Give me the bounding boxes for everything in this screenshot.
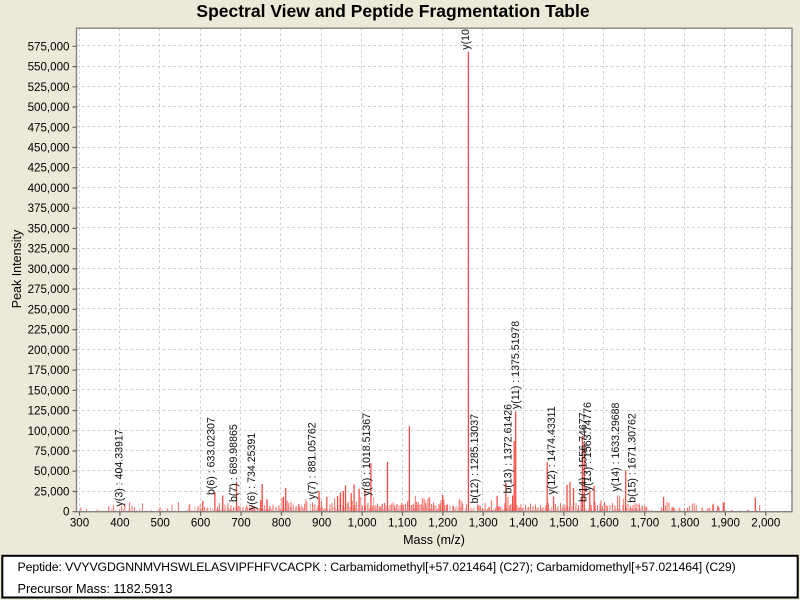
svg-text:275,000: 275,000 [28, 283, 70, 296]
svg-text:800: 800 [272, 517, 291, 530]
svg-text:175,000: 175,000 [28, 364, 70, 377]
svg-text:y(12) : 1474.43311: y(12) : 1474.43311 [546, 406, 558, 494]
svg-text:1,000: 1,000 [348, 517, 377, 530]
svg-text:550,000: 550,000 [28, 61, 70, 74]
svg-text:225,000: 225,000 [28, 324, 70, 337]
svg-text:2,000: 2,000 [751, 517, 780, 530]
svg-text:Peptide: VVYVGDGNNMVHSWLELASVI: Peptide: VVYVGDGNNMVHSWLELASVIPFHFVCACPK… [18, 560, 736, 574]
svg-text:300: 300 [70, 517, 89, 530]
svg-text:525,000: 525,000 [28, 81, 70, 94]
svg-text:b(6) : 633.02307: b(6) : 633.02307 [206, 417, 218, 495]
svg-text:350,000: 350,000 [28, 222, 70, 235]
svg-text:b(12) : 1285.13037: b(12) : 1285.13037 [469, 414, 481, 504]
svg-text:Peak Intensity: Peak Intensity [10, 229, 24, 308]
svg-text:700: 700 [231, 517, 250, 530]
svg-text:100,000: 100,000 [28, 425, 70, 438]
svg-text:Precursor Mass: 1182.5913: Precursor Mass: 1182.5913 [18, 582, 173, 596]
svg-text:b(14) : 1556.74677: b(14) : 1556.74677 [578, 412, 590, 502]
svg-text:500: 500 [151, 517, 170, 530]
svg-text:1,300: 1,300 [469, 517, 498, 530]
svg-text:900: 900 [312, 517, 331, 530]
svg-text:250,000: 250,000 [28, 303, 70, 316]
svg-text:1,600: 1,600 [590, 517, 619, 530]
svg-text:1,900: 1,900 [711, 517, 740, 530]
svg-text:450,000: 450,000 [28, 142, 70, 155]
svg-text:0: 0 [63, 506, 69, 519]
svg-text:1,200: 1,200 [428, 517, 457, 530]
svg-text:425,000: 425,000 [28, 162, 70, 175]
svg-text:400,000: 400,000 [28, 182, 70, 195]
svg-text:y(14) : 1633.29688: y(14) : 1633.29688 [610, 402, 622, 491]
svg-text:300,000: 300,000 [28, 263, 70, 276]
svg-text:b(15) : 1671.30762: b(15) : 1671.30762 [627, 413, 639, 503]
svg-text:y(8) : 1018.51367: y(8) : 1018.51367 [361, 413, 373, 496]
svg-text:325,000: 325,000 [28, 243, 70, 256]
svg-text:b(7) : 689.98865: b(7) : 689.98865 [228, 424, 240, 502]
svg-text:575,000: 575,000 [28, 40, 70, 53]
svg-text:y(3) : 404.33917: y(3) : 404.33917 [113, 429, 125, 506]
svg-text:150,000: 150,000 [28, 384, 70, 397]
svg-text:1,100: 1,100 [388, 517, 417, 530]
svg-text:y(11) : 1375.51978: y(11) : 1375.51978 [510, 321, 522, 409]
svg-text:y(10) : 1265.63928: y(10) : 1265.63928 [460, 0, 472, 50]
svg-text:y(6) : 734.25391: y(6) : 734.25391 [246, 433, 258, 510]
svg-text:b(13) : 1372.61426: b(13) : 1372.61426 [503, 404, 515, 494]
svg-text:y(7) : 881.05762: y(7) : 881.05762 [307, 422, 319, 499]
svg-text:200,000: 200,000 [28, 344, 70, 357]
svg-text:125,000: 125,000 [28, 405, 70, 418]
svg-text:75,000: 75,000 [34, 445, 69, 458]
svg-text:50,000: 50,000 [34, 465, 69, 478]
svg-text:475,000: 475,000 [28, 121, 70, 134]
svg-text:y(13) : 1563.74776: y(13) : 1563.74776 [582, 402, 594, 491]
svg-text:1,400: 1,400 [509, 517, 538, 530]
svg-text:1,700: 1,700 [630, 517, 659, 530]
svg-text:1,500: 1,500 [549, 517, 578, 530]
svg-text:375,000: 375,000 [28, 202, 70, 215]
svg-text:25,000: 25,000 [34, 486, 69, 499]
svg-text:Spectral View and Peptide Frag: Spectral View and Peptide Fragmentation … [196, 1, 589, 21]
svg-text:600: 600 [191, 517, 210, 530]
svg-text:500,000: 500,000 [28, 101, 70, 114]
svg-text:Mass (m/z): Mass (m/z) [403, 533, 465, 547]
svg-text:400: 400 [110, 517, 129, 530]
svg-text:1,800: 1,800 [670, 517, 699, 530]
